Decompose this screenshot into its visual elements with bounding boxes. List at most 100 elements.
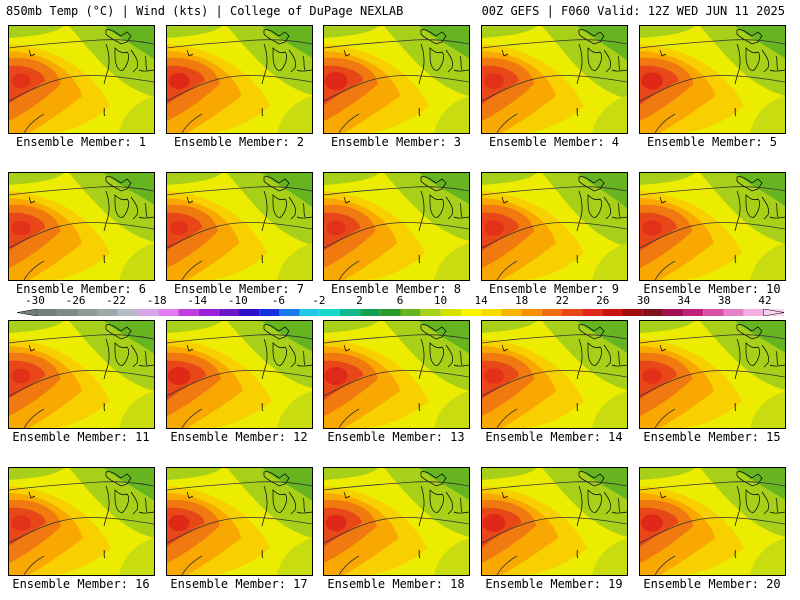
scale-swatch bbox=[178, 309, 199, 316]
ensemble-member-map bbox=[8, 320, 155, 429]
ensemble-member-label: Ensemble Member: 13 bbox=[327, 430, 465, 444]
scale-swatch bbox=[561, 309, 583, 316]
scale-swatch bbox=[400, 309, 421, 316]
scale-swatch bbox=[683, 309, 704, 316]
scale-swatch bbox=[501, 309, 522, 316]
ensemble-member-label: Ensemble Member: 10 bbox=[643, 282, 781, 296]
ensemble-member-map bbox=[166, 25, 313, 134]
scale-tick-label: -10 bbox=[227, 294, 248, 307]
temperature-field bbox=[482, 321, 627, 428]
scale-swatch bbox=[602, 309, 623, 316]
temperature-field bbox=[167, 321, 312, 428]
ensemble-member-label: Ensemble Member: 17 bbox=[170, 577, 308, 591]
ensemble-member-map bbox=[639, 172, 786, 281]
scale-tick-label: 34 bbox=[677, 294, 691, 307]
scale-swatch bbox=[642, 309, 663, 316]
ensemble-member-label: Ensemble Member: 1 bbox=[15, 135, 147, 149]
scale-swatch bbox=[57, 309, 78, 316]
scale-swatch bbox=[743, 309, 764, 316]
scale-swatch bbox=[339, 309, 361, 316]
scale-swatch bbox=[420, 309, 441, 316]
ensemble-member-map bbox=[639, 467, 786, 576]
ensemble-member-map bbox=[639, 320, 786, 429]
ensemble-member-map bbox=[323, 172, 470, 281]
scale-tick-label: -22 bbox=[106, 294, 127, 307]
scale-tick-label: -14 bbox=[187, 294, 208, 307]
scale-swatch bbox=[37, 309, 58, 316]
scale-swatch bbox=[380, 309, 401, 316]
ensemble-member-label: Ensemble Member: 5 bbox=[646, 135, 778, 149]
scale-tick-label: 10 bbox=[433, 294, 448, 307]
scale-swatch bbox=[279, 309, 300, 316]
ensemble-member-label: Ensemble Member: 12 bbox=[170, 430, 308, 444]
scale-swatch bbox=[218, 309, 240, 316]
temperature-field bbox=[167, 468, 312, 575]
ensemble-member-map bbox=[481, 25, 628, 134]
scale-tick-label: -30 bbox=[25, 294, 45, 307]
scale-tick-label: 30 bbox=[636, 294, 650, 307]
temperature-field bbox=[9, 468, 154, 575]
scale-tick-label: -26 bbox=[65, 294, 86, 307]
temperature-field bbox=[640, 321, 785, 428]
ensemble-member-label: Ensemble Member: 18 bbox=[327, 577, 465, 591]
scale-tick-label: 22 bbox=[555, 294, 569, 307]
ensemble-member-label: Ensemble Member: 15 bbox=[643, 430, 781, 444]
ensemble-member-label: Ensemble Member: 8 bbox=[330, 282, 462, 296]
scale-tick-label: 18 bbox=[515, 294, 529, 307]
map-title: 850mb Temp (°C) | Wind (kts) | College o… bbox=[6, 4, 404, 18]
ensemble-member-label: Ensemble Member: 3 bbox=[330, 135, 462, 149]
temperature-field bbox=[482, 173, 627, 280]
ensemble-member-label: Ensemble Member: 14 bbox=[485, 430, 623, 444]
scale-swatch bbox=[481, 309, 502, 316]
ensemble-member-map bbox=[8, 25, 155, 134]
temperature-field bbox=[324, 468, 469, 575]
ensemble-member-label: Ensemble Member: 11 bbox=[12, 430, 150, 444]
temperature-field bbox=[9, 173, 154, 280]
temperature-field bbox=[640, 468, 785, 575]
scale-swatch bbox=[662, 309, 684, 316]
temperature-field bbox=[9, 321, 154, 428]
ensemble-member-map bbox=[323, 467, 470, 576]
temperature-color-scale: -30 -26 -22 -18 -14 -10 -6 -2 2 6 10 14 18 22 26 30 34 38… bbox=[0, 294, 800, 324]
scale-tick-label: 2 bbox=[356, 294, 363, 307]
scale-tick-label: 26 bbox=[596, 294, 610, 307]
scale-tick-label: 38 bbox=[717, 294, 732, 307]
temperature-field bbox=[9, 26, 154, 133]
temperature-field bbox=[167, 173, 312, 280]
temperature-field bbox=[640, 173, 785, 280]
scale-swatch bbox=[319, 309, 340, 316]
temperature-field bbox=[167, 26, 312, 133]
scale-color-bar bbox=[17, 309, 784, 316]
ensemble-member-label: Ensemble Member: 4 bbox=[488, 135, 620, 149]
scale-tick-label: -2 bbox=[312, 294, 326, 307]
ensemble-member-label: Ensemble Member: 20 bbox=[643, 577, 781, 591]
scale-swatch bbox=[461, 309, 482, 316]
ensemble-member-map bbox=[481, 320, 628, 429]
scale-swatch bbox=[723, 309, 744, 316]
ensemble-member-label: Ensemble Member: 9 bbox=[488, 282, 620, 296]
ensemble-member-map bbox=[323, 25, 470, 134]
ensemble-member-label: Ensemble Member: 19 bbox=[485, 577, 623, 591]
temperature-field bbox=[324, 321, 469, 428]
scale-swatch bbox=[521, 309, 542, 316]
ensemble-member-map bbox=[166, 467, 313, 576]
scale-swatch bbox=[622, 309, 643, 316]
ensemble-member-map bbox=[166, 320, 313, 429]
temperature-field bbox=[324, 173, 469, 280]
scale-tick-label: 6 bbox=[396, 294, 404, 307]
ensemble-member-map bbox=[8, 467, 155, 576]
temperature-field bbox=[324, 26, 469, 133]
scale-swatch bbox=[97, 309, 118, 316]
scale-swatch bbox=[440, 309, 462, 316]
run-valid-time: 00Z GEFS | F060 Valid: 12Z WED JUN 11 20… bbox=[481, 4, 785, 18]
ensemble-member-map bbox=[323, 320, 470, 429]
scale-tick-label: -6 bbox=[271, 294, 285, 307]
ensemble-member-label: Ensemble Member: 7 bbox=[173, 282, 305, 296]
scale-swatch bbox=[703, 309, 724, 316]
scale-swatch bbox=[259, 309, 280, 316]
scale-swatch bbox=[541, 309, 562, 316]
scale-swatch bbox=[239, 309, 260, 316]
temperature-field bbox=[640, 26, 785, 133]
scale-swatch bbox=[360, 309, 381, 316]
scale-tick-label: -18 bbox=[146, 294, 167, 307]
